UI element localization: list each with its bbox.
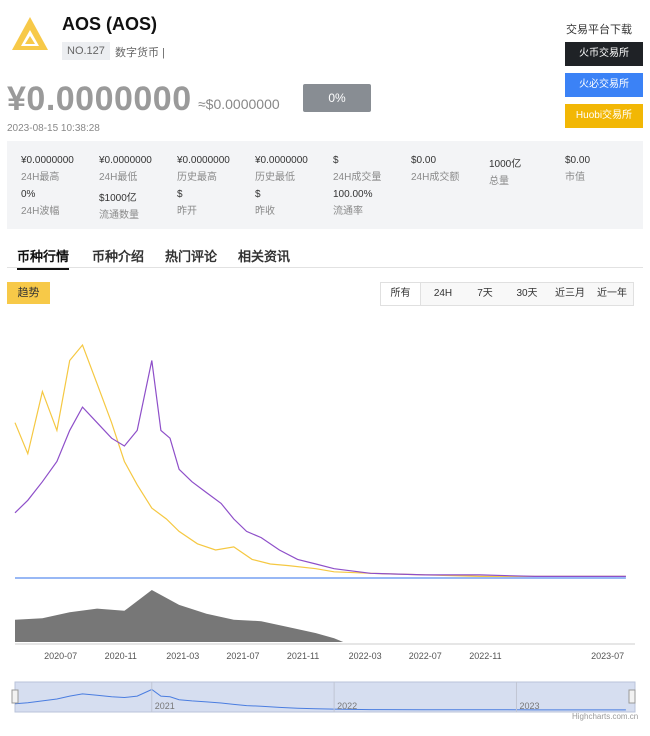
chart-credit: Highcharts.com.cn: [572, 712, 639, 721]
stat-total-supply: 1000亿 总量: [489, 159, 522, 187]
exchange-button-huobi-global[interactable]: Huobi交易所: [565, 104, 643, 128]
navigator-window: [14, 681, 636, 713]
x-tick-label: 2020-11: [105, 651, 137, 661]
tab-news[interactable]: 相关资讯: [238, 249, 291, 264]
price-chart[interactable]: 2020-07 2020-11 2021-03 2021-07 2021-11 2022-…: [0, 310, 650, 736]
stat-24h-amplitude: 0% 24H波幅: [21, 189, 60, 217]
x-tick-label: 2023-07: [591, 651, 624, 661]
price-series-line-1: [14, 360, 626, 577]
stat-24h-turnover: $0.00 24H成交额: [411, 155, 460, 183]
range-3m[interactable]: 近三月: [555, 288, 585, 299]
stat-24h-volume: $24H成交量: [333, 155, 382, 183]
coin-title: AOS (AOS): [62, 14, 158, 34]
stat-circulating: $1000亿 流通数量: [99, 193, 139, 221]
x-tick-label: 2022-03: [349, 651, 382, 661]
range-1y[interactable]: 近一年: [597, 288, 627, 299]
price-chart-svg: 2020-07 2020-11 2021-03 2021-07 2021-11 2022-…: [11, 343, 636, 713]
tab-market[interactable]: 币种行情: [17, 246, 70, 270]
stat-prev-open: $ 昨开: [177, 189, 197, 217]
navigator-tick-label: 2021: [155, 701, 175, 711]
tab-intro[interactable]: 币种介绍: [92, 249, 145, 264]
stat-ath: ¥0.0000000 历史最高: [177, 155, 230, 183]
volume-area: [15, 590, 344, 642]
x-tick-label: 2021-03: [166, 651, 199, 661]
x-tick-label: 2020-07: [44, 651, 77, 661]
x-tick-label: 2021-11: [287, 651, 319, 661]
trend-button[interactable]: 趋势: [7, 282, 50, 304]
range-selector: 所有 24H 7天 30天 近三月 近一年: [380, 282, 634, 306]
stat-24h-low: ¥0.0000000 24H最低: [99, 155, 152, 183]
content-tabs: 币种行情 币种介绍 热门评论 相关资讯: [7, 236, 643, 270]
navigator-series-line: [14, 688, 626, 711]
stat-circulation-rate: 100.00% 流通率: [333, 189, 373, 217]
stat-market-cap: $0.00 市值: [565, 155, 591, 183]
navigator-handle-left[interactable]: [11, 689, 19, 704]
price-cny: ¥0.0000000: [7, 80, 192, 118]
price-series-line-0: [14, 343, 626, 577]
range-7d[interactable]: 7天: [477, 288, 493, 299]
price-usd: ≈$0.0000000: [198, 96, 280, 112]
x-tick-label: 2021-07: [226, 651, 259, 661]
x-tick-label: 2022-11: [469, 651, 501, 661]
market-stats-panel: ¥0.0000000 24H最高 ¥0.0000000 24H最低 ¥0.00000…: [7, 141, 643, 229]
stat-prev-close: $ 昨收: [255, 189, 275, 217]
navigator-tick-label: 2022: [337, 701, 357, 711]
x-tick-label: 2022-07: [409, 651, 442, 661]
stat-atl: ¥0.0000000 历史最低: [255, 155, 308, 183]
exchange-button-huobi-alt[interactable]: 火必交易所: [565, 73, 643, 97]
aos-logo-icon: [12, 17, 48, 50]
navigator-handle-right[interactable]: [628, 689, 636, 704]
range-24h[interactable]: 24H: [433, 288, 453, 299]
tab-comments[interactable]: 热门评论: [165, 249, 218, 264]
exchange-download-title: 交易平台下载: [566, 24, 632, 36]
stat-24h-high: ¥0.0000000 24H最高: [21, 155, 74, 183]
rank-badge: NO.127: [62, 42, 110, 60]
exchange-button-huobi[interactable]: 火币交易所: [565, 42, 643, 66]
range-all[interactable]: 所有: [381, 283, 421, 305]
change-percent-badge: 0%: [303, 84, 371, 112]
update-timestamp: 2023-08-15 10:38:28: [7, 123, 100, 134]
range-30d[interactable]: 30天: [516, 288, 538, 299]
coin-type-label: 数字货币 |: [115, 47, 165, 59]
navigator-tick-label: 2023: [519, 701, 539, 711]
